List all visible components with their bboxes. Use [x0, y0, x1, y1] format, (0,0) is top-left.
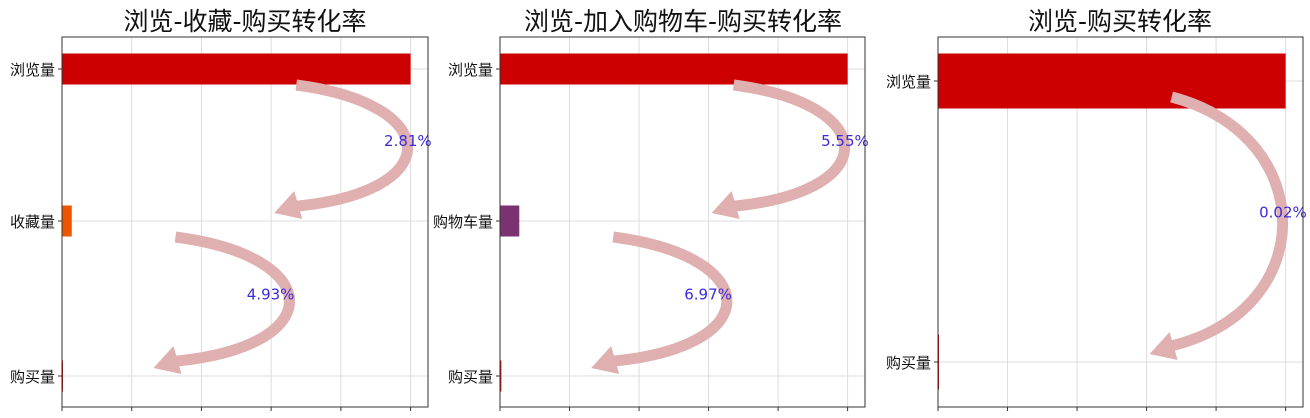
bar-3 — [500, 360, 502, 392]
y-tick-label: 浏览量 — [10, 61, 55, 79]
axes-frame — [499, 36, 866, 408]
y-tick-label: 购物车量 — [433, 213, 493, 231]
y-tick-label: 购买量 — [10, 368, 55, 386]
conversion-rate-label: 0.02% — [1259, 204, 1307, 222]
axes-frame — [61, 36, 429, 408]
conversion-arrowhead — [591, 346, 620, 374]
conversion-arrow — [723, 79, 850, 213]
bar-2 — [62, 205, 72, 237]
chart-title: 浏览-购买转化率 — [1028, 7, 1212, 36]
conversion-arrowhead — [274, 191, 303, 219]
conversion-arrow — [285, 79, 413, 213]
y-tick-label: 收藏量 — [10, 213, 55, 231]
chart-title: 浏览-收藏-购买转化率 — [123, 7, 366, 36]
conversion-arrow — [602, 231, 733, 368]
conversion-arrow — [165, 231, 295, 368]
chart-title: 浏览-加入购物车-购买转化率 — [524, 7, 842, 36]
bar-1 — [938, 53, 1286, 109]
conversion-arrowhead — [153, 346, 182, 374]
conversion-rate-label: 4.93% — [247, 286, 295, 304]
y-tick-label: 浏览量 — [448, 61, 493, 79]
y-tick-label: 购买量 — [448, 368, 493, 386]
bar-2 — [500, 205, 520, 237]
conversion-arrowhead — [1149, 332, 1178, 360]
conversion-arrow — [1160, 91, 1289, 354]
conversion-rate-label: 5.55% — [821, 132, 869, 150]
bar-1 — [500, 53, 848, 85]
y-tick-label: 购买量 — [886, 354, 931, 372]
y-tick-label: 浏览量 — [886, 73, 931, 91]
bar-1 — [62, 53, 411, 85]
conversion-arrowhead — [711, 191, 740, 219]
axes-frame — [937, 36, 1304, 408]
conversion-rate-label: 6.97% — [684, 286, 732, 304]
conversion-rate-label: 2.81% — [384, 132, 432, 150]
